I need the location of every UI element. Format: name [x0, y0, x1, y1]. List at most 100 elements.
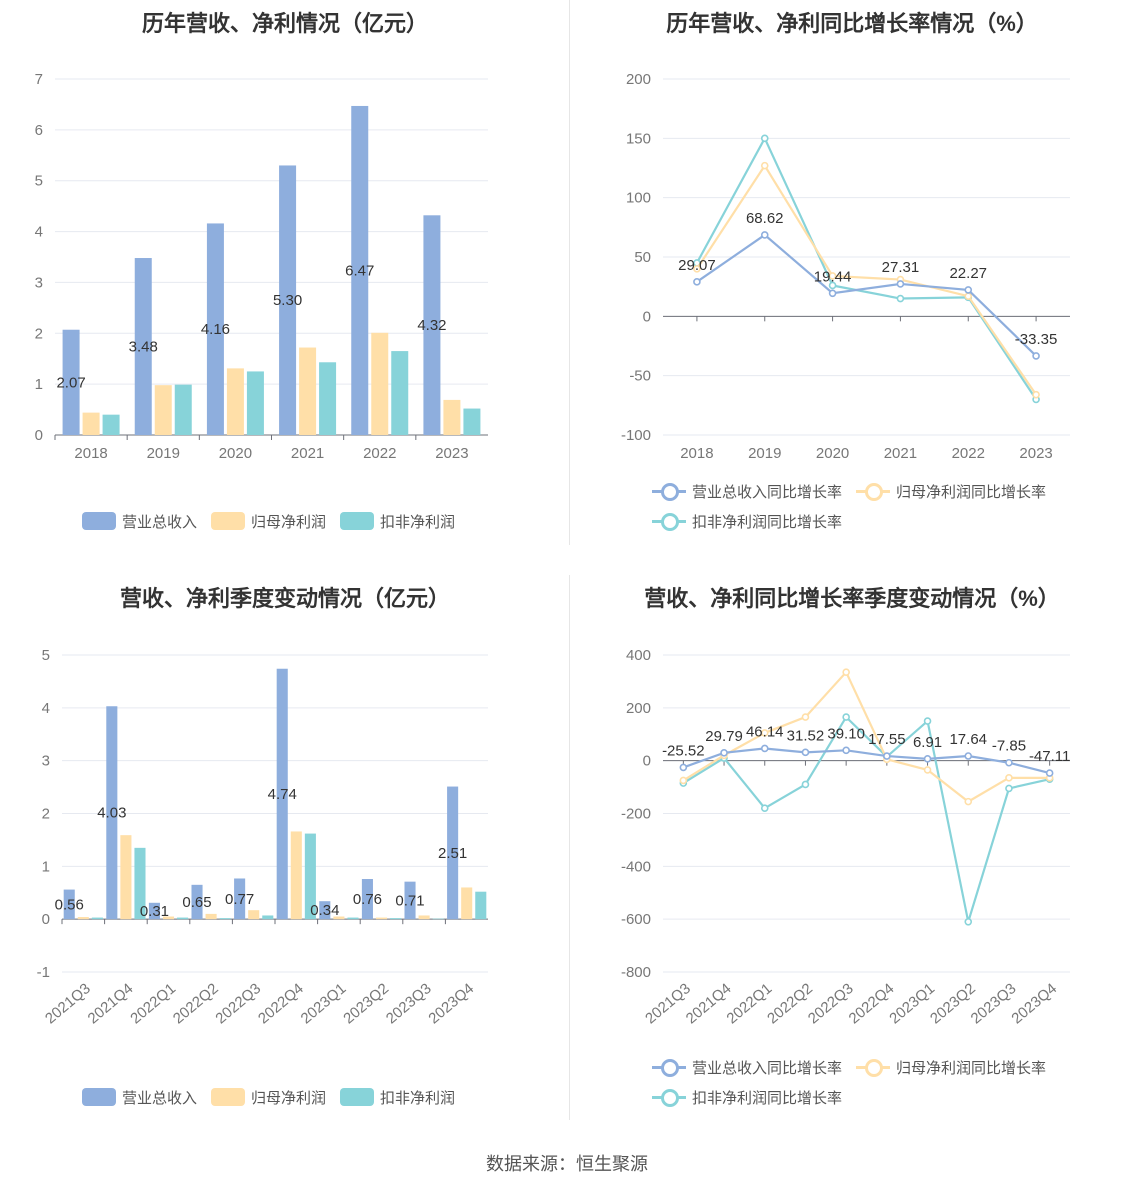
bar — [154, 385, 172, 435]
y-tick-label: 150 — [626, 130, 651, 147]
y-tick-label: 50 — [634, 249, 651, 266]
bar — [120, 835, 132, 920]
x-tick-label: 2023 — [435, 445, 468, 462]
x-tick-label: 2018 — [74, 445, 107, 462]
legend-label: 营业总收入 — [122, 513, 198, 531]
bar — [333, 916, 345, 920]
data-point — [760, 231, 769, 239]
legend-swatch — [82, 1088, 116, 1106]
data-point — [923, 766, 932, 774]
chart-title: 营收、净利季度变动情况（亿元） — [119, 586, 450, 611]
legend: 营业总收入 归母净利润 扣非净利润 — [82, 506, 469, 536]
data-label: 68.62 — [746, 210, 784, 227]
bar — [390, 918, 402, 920]
data-point — [801, 780, 810, 789]
bar — [319, 901, 331, 920]
x-tick-label: 2022Q4 — [255, 980, 307, 1027]
x-tick-label: 2022Q2 — [170, 980, 222, 1027]
y-tick-label: 4 — [42, 700, 50, 717]
legend-item-net-profit[interactable]: 归母净利润 — [211, 1082, 326, 1112]
data-label: -33.35 — [1015, 331, 1058, 348]
data-point — [1045, 769, 1054, 777]
x-tick-label: 2023Q3 — [383, 980, 435, 1027]
x-tick-label: 2021 — [291, 445, 324, 462]
legend-item-deducted-profit[interactable]: 扣非净利润 — [340, 1082, 455, 1112]
data-point — [923, 755, 932, 763]
legend-label: 归母净利润同比增长率 — [896, 483, 1047, 501]
bar — [63, 889, 75, 920]
legend-swatch — [211, 512, 246, 530]
bar — [82, 412, 100, 435]
y-tick-label: -800 — [621, 964, 651, 981]
legend-item-net-profit[interactable]: 归母净利润 — [211, 506, 326, 536]
data-point — [896, 294, 905, 303]
bar — [219, 918, 231, 920]
x-tick-label: 2022Q1 — [723, 980, 775, 1027]
legend-label: 归母净利润 — [251, 1089, 327, 1107]
x-tick-label: 2020 — [219, 445, 252, 462]
bar — [304, 833, 316, 920]
y-tick-label: -1 — [37, 964, 50, 981]
legend-label: 扣非净利润 — [380, 1089, 456, 1107]
y-tick-label: 1 — [35, 376, 43, 393]
legend-label: 归母净利润同比增长率 — [896, 1059, 1047, 1077]
x-tick-label: 2021 — [884, 445, 917, 462]
legend-item-revenue[interactable]: 营业总收入 — [82, 506, 197, 536]
legend-label: 扣非净利润同比增长率 — [692, 1089, 843, 1107]
bar — [447, 786, 459, 920]
y-tick-label: 2 — [35, 325, 43, 342]
bar — [371, 332, 389, 435]
data-label: 31.52 — [787, 727, 825, 744]
x-tick-label: 2021Q4 — [683, 980, 735, 1027]
legend-item-revenue-growth[interactable]: 营业总收入同比增长率 — [652, 476, 842, 506]
bar — [404, 881, 416, 920]
legend: 营业总收入同比增长率 归母净利润同比增长率 扣非净利润同比增长率 — [652, 476, 1092, 536]
y-tick-label: 0 — [643, 753, 651, 770]
y-tick-label: 5 — [35, 173, 43, 190]
x-tick-label: 2022Q3 — [212, 980, 264, 1027]
data-point — [1032, 390, 1040, 399]
data-label: 29.07 — [678, 257, 716, 274]
legend-item-deducted-profit-growth[interactable]: 扣非净利润同比增长率 — [652, 506, 842, 536]
data-source-note: 数据来源：恒生聚源 — [486, 1154, 648, 1174]
data-point — [964, 292, 973, 300]
y-tick-label: 3 — [35, 274, 43, 291]
y-tick-label: -50 — [629, 368, 651, 385]
quarterly-growth-rate-plot: -800-600-400-20002004002021Q32021Q42022Q… — [621, 647, 1070, 1027]
legend-label: 营业总收入同比增长率 — [692, 1059, 843, 1077]
data-point — [679, 776, 688, 785]
x-tick-label: 2023Q2 — [927, 980, 979, 1027]
data-point — [693, 278, 701, 286]
data-label: 4.32 — [417, 317, 446, 334]
y-tick-label: 5 — [42, 647, 50, 664]
data-label: 0.56 — [55, 896, 84, 913]
data-label: 5.30 — [273, 292, 302, 309]
y-tick-label: 7 — [35, 71, 43, 88]
x-tick-label: 2022Q4 — [846, 980, 898, 1027]
legend-item-deducted-profit[interactable]: 扣非净利润 — [340, 506, 455, 536]
data-label: 39.10 — [827, 725, 865, 742]
bar — [205, 913, 217, 920]
legend-item-revenue[interactable]: 营业总收入 — [82, 1082, 197, 1112]
legend-swatch — [652, 482, 686, 501]
legend-item-revenue-growth[interactable]: 营业总收入同比增长率 — [652, 1052, 842, 1082]
annual-revenue-profit-plot: 0 1 2 3 4 5 6 7 2018 2019 2020 2021 2022 2023 2.07 3.48… — [35, 71, 488, 462]
y-tick-label: -100 — [621, 427, 651, 444]
data-point — [1005, 758, 1013, 767]
bar — [443, 399, 461, 435]
bar — [62, 329, 80, 435]
bar — [375, 917, 388, 920]
x-tick-label: 2023Q3 — [968, 980, 1020, 1027]
legend-item-deducted-profit-growth[interactable]: 扣非净利润同比增长率 — [652, 1082, 842, 1112]
bar — [234, 878, 246, 920]
legend-label: 营业总收入同比增长率 — [692, 483, 843, 501]
data-point — [801, 748, 810, 757]
legend-item-net-profit-growth[interactable]: 归母净利润同比增长率 — [856, 1052, 1046, 1082]
bar — [248, 910, 260, 920]
x-tick-label: 2022Q2 — [764, 980, 816, 1027]
legend-swatch — [652, 1088, 686, 1107]
bar — [177, 917, 189, 920]
data-point — [760, 134, 769, 143]
data-point — [693, 265, 701, 273]
legend-item-net-profit-growth[interactable]: 归母净利润同比增长率 — [856, 476, 1046, 506]
